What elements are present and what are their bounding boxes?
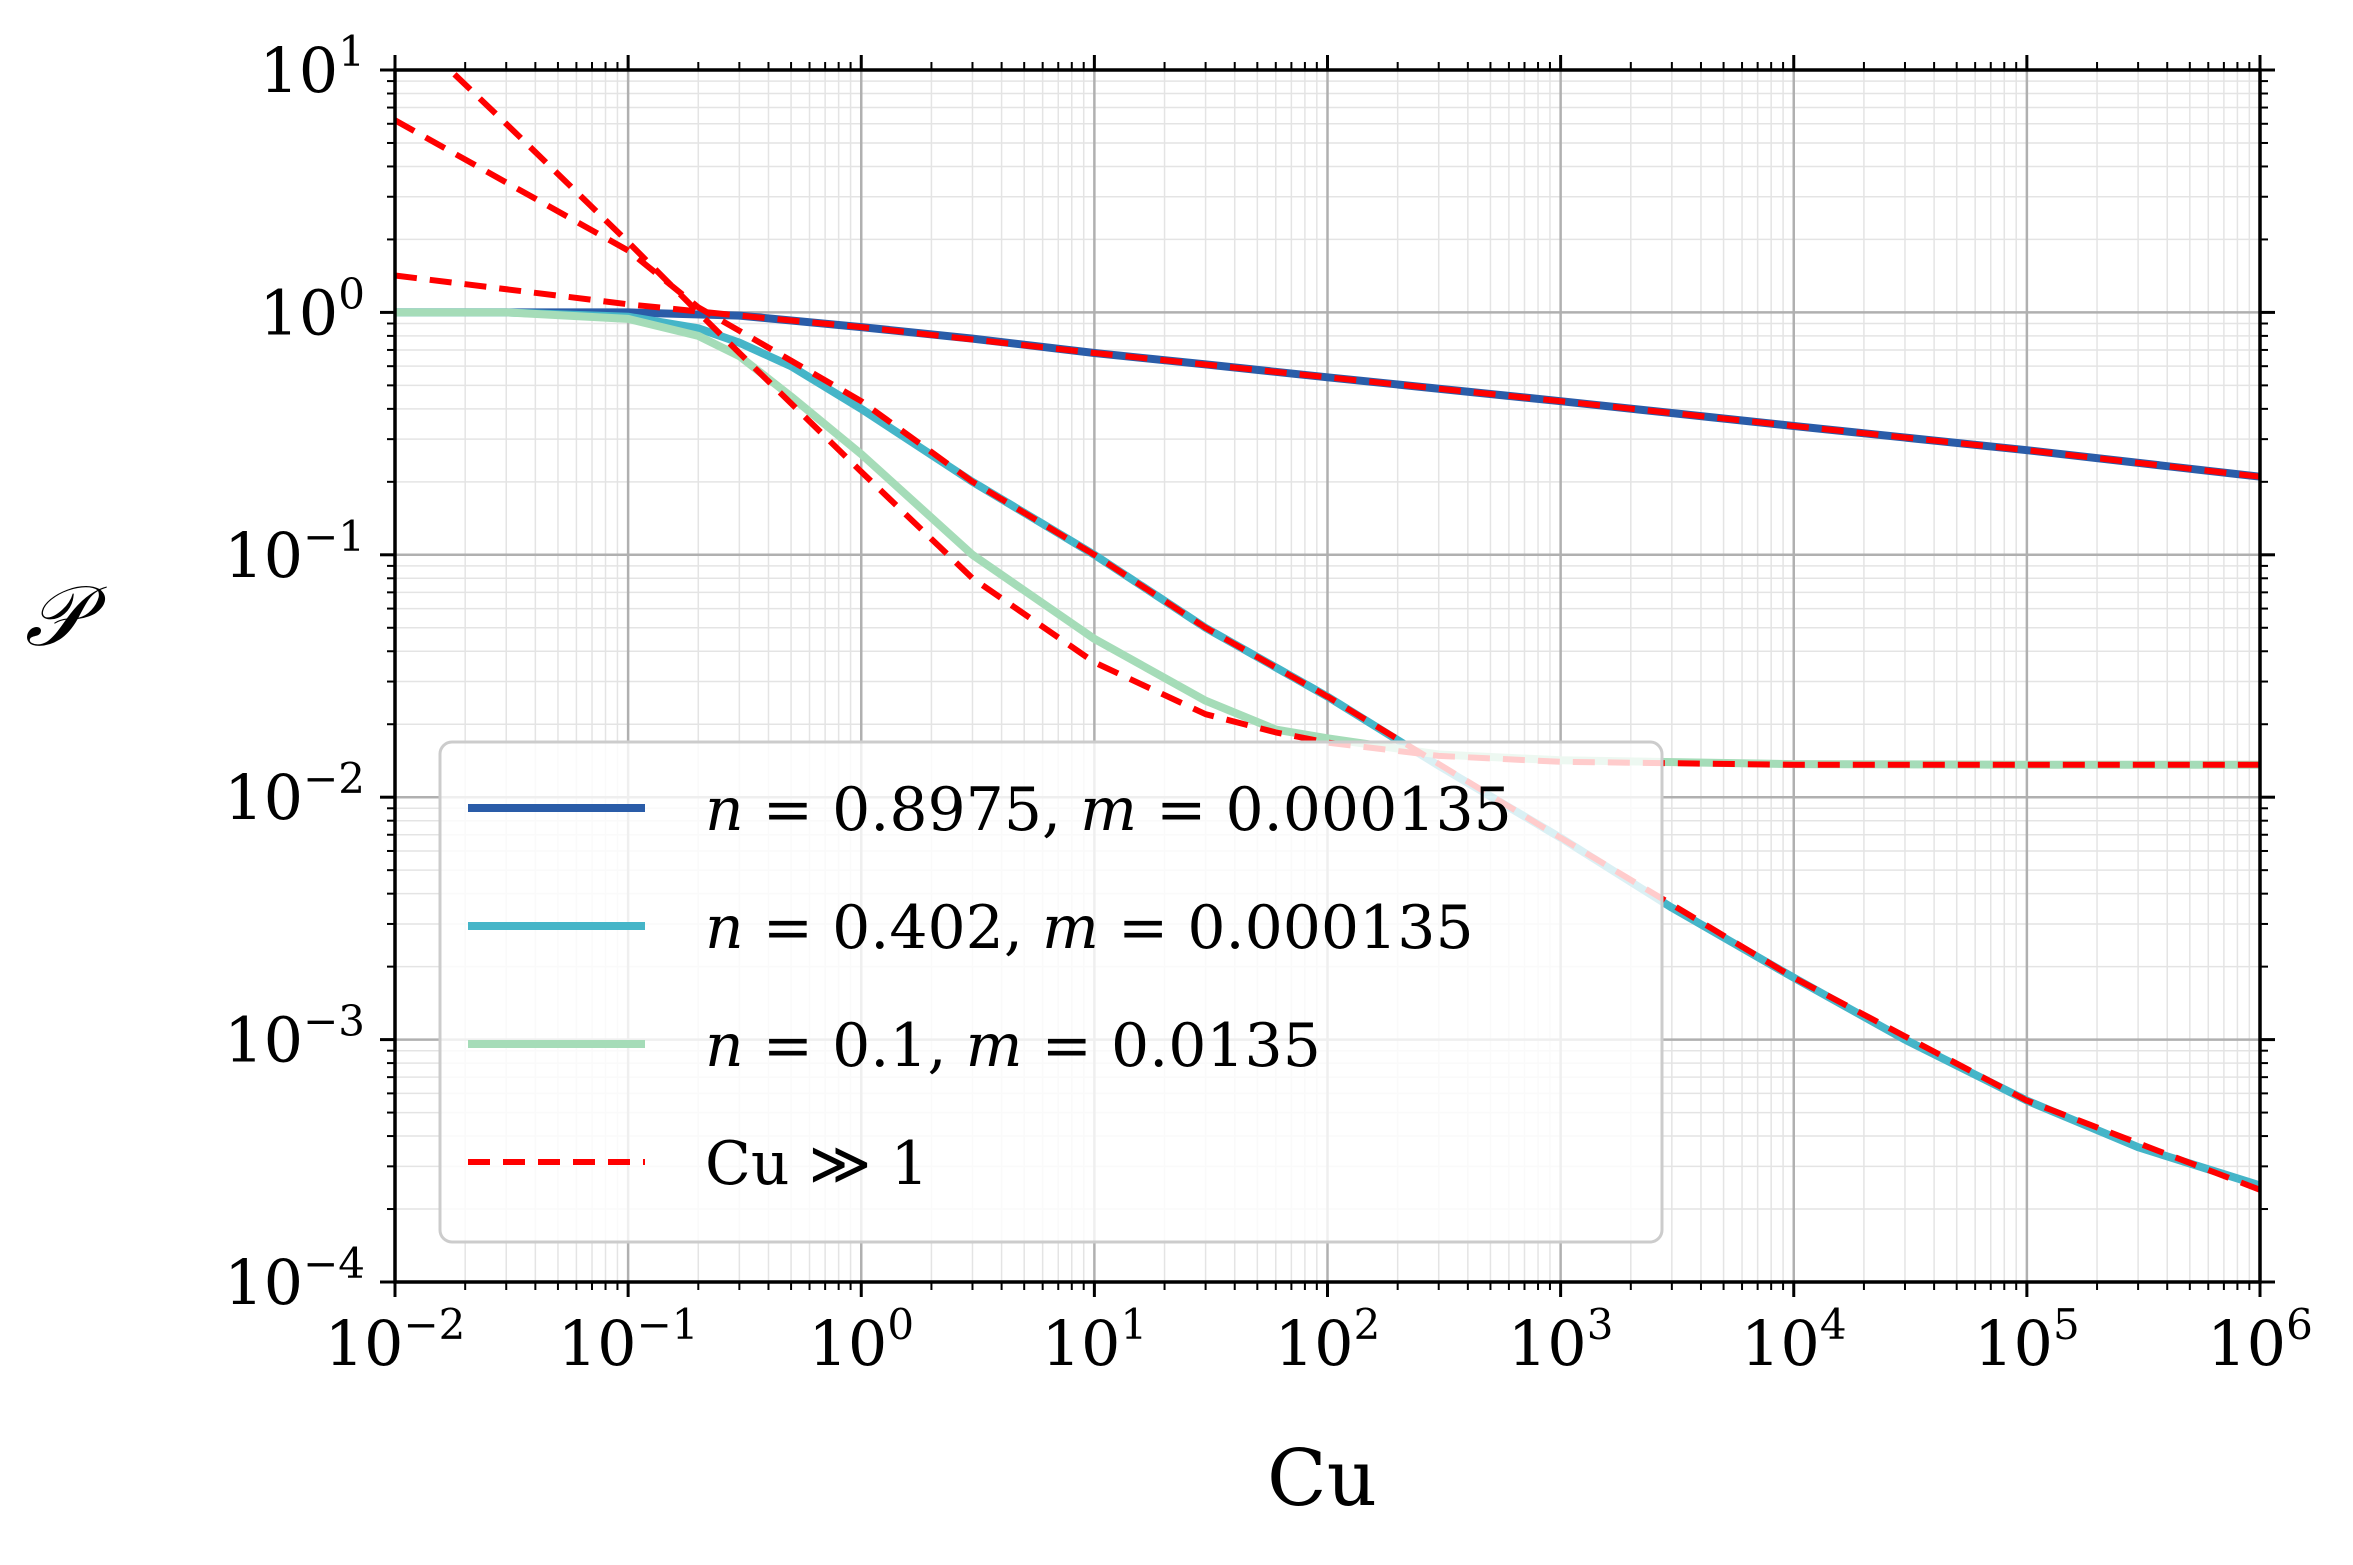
y-tick-label: 10−2 — [224, 754, 365, 834]
legend-box — [438, 740, 1664, 1244]
x-tick-label: 103 — [1508, 1300, 1614, 1380]
x-tick-label: 102 — [1275, 1300, 1381, 1380]
x-tick-label: 106 — [2207, 1300, 2313, 1380]
y-tick-label: 10−3 — [224, 997, 365, 1077]
y-tick-label: 10−1 — [224, 512, 365, 592]
y-tick-label: 101 — [259, 27, 365, 107]
legend: n = 0.8975, m = 0.000135 n = 0.402, m = 0… — [438, 740, 1664, 1244]
tick-labels: 10−2 10−1 100 101 102 103 104 105 106 101 100 10−1 1… — [224, 27, 2313, 1380]
legend-label-3: n = 0.1, m = 0.0135 — [705, 1011, 1321, 1081]
plot-frame — [393, 68, 2262, 1284]
series-asymptote-line-1 — [394, 272, 2261, 480]
x-axis-title: Cu — [1267, 1434, 1377, 1524]
x-tick-label: 101 — [1042, 1300, 1148, 1380]
legend-label-2: n = 0.402, m = 0.000135 — [705, 893, 1474, 963]
x-tick-label: 100 — [808, 1300, 914, 1380]
x-tick-label: 104 — [1741, 1300, 1847, 1380]
axes — [380, 55, 2275, 1297]
x-tick-label: 105 — [1974, 1300, 2080, 1380]
series-asymptote-line-3 — [452, 72, 2260, 768]
y-tick-label: 100 — [259, 269, 365, 349]
series-asymptote-line-2 — [393, 117, 2262, 1193]
y-tick-label: 10−4 — [224, 1239, 365, 1319]
x-tick-label: 10−2 — [325, 1300, 466, 1380]
x-tick-label: 10−1 — [558, 1300, 699, 1380]
legend-label-1: n = 0.8975, m = 0.000135 — [705, 775, 1512, 845]
legend-label-4: Cu ≫ 1 — [705, 1129, 929, 1199]
